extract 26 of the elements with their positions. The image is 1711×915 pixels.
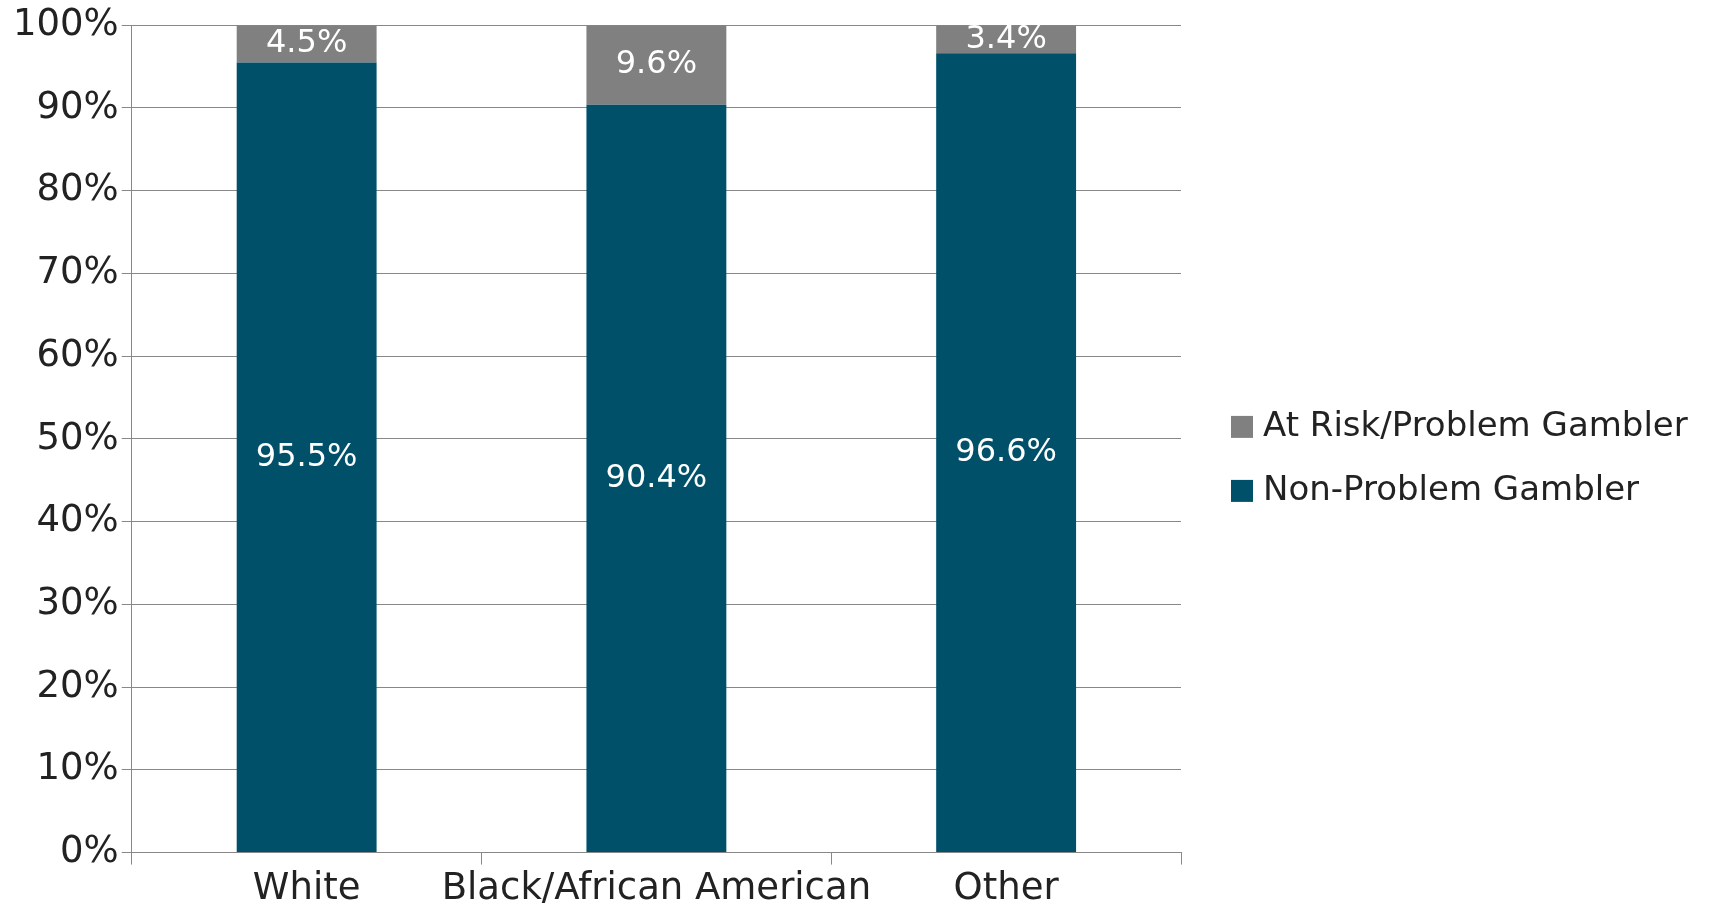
legend-label: At Risk/Problem Gambler xyxy=(1263,403,1688,444)
y-tick-label: 80% xyxy=(36,166,119,210)
y-tick-label: 0% xyxy=(60,828,119,872)
x-tick-label: Black/African American xyxy=(441,865,872,909)
y-tick-label: 90% xyxy=(36,83,119,127)
y-tick-label: 40% xyxy=(36,497,119,541)
y-tick-label: 50% xyxy=(36,414,119,458)
bar xyxy=(586,25,727,105)
bar xyxy=(236,62,377,853)
text: 90.4% xyxy=(605,456,708,495)
text: 95.5% xyxy=(255,435,358,474)
y-tick-label: 60% xyxy=(36,331,119,375)
text: 96.6% xyxy=(955,431,1057,470)
x-tick-label: White xyxy=(252,865,361,909)
x-tick-label: Other xyxy=(953,865,1060,909)
y-tick-label: 70% xyxy=(36,249,119,293)
y-tick-label: 100% xyxy=(13,0,119,44)
text: 9.6% xyxy=(615,43,698,82)
y-tick-label: 10% xyxy=(36,745,119,789)
bar xyxy=(586,104,727,853)
legend-label: Non-Problem Gambler xyxy=(1263,467,1640,508)
text: 3.4% xyxy=(965,17,1047,56)
bar xyxy=(936,53,1077,853)
y-tick-label: 20% xyxy=(36,662,119,706)
text: 4.5% xyxy=(266,22,348,61)
y-tick-label: 30% xyxy=(36,579,119,623)
